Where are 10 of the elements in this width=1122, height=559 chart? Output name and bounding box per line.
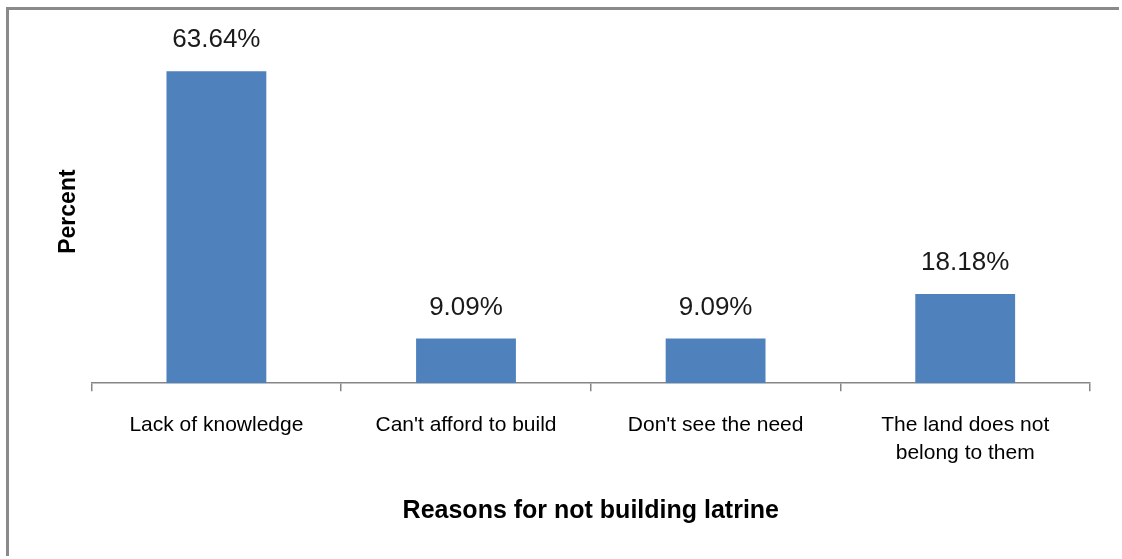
y-axis-title: Percent [54, 169, 81, 254]
data-label: 9.09% [678, 290, 753, 321]
data-label: 9.09% [429, 290, 503, 321]
x-tick-label: Can't afford to build [375, 411, 557, 435]
data-label: 63.64% [172, 23, 261, 54]
x-tick-label: The land does not belong to them [881, 411, 1050, 463]
x-axis-title: Reasons for not building latrine [402, 494, 780, 523]
data-label: 18.18% [921, 246, 1010, 277]
x-tick-label: Don't see the need [627, 411, 804, 435]
x-tick-label: Lack of knowledge [129, 411, 304, 435]
